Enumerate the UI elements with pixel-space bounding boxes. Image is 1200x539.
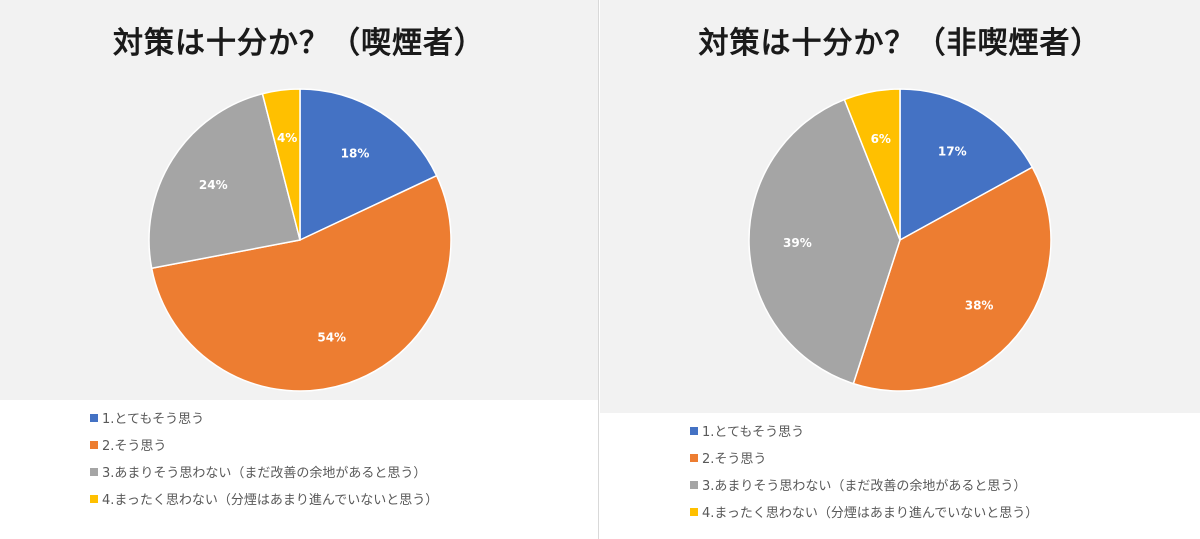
chart-panel-smokers: 対策は十分か？（喫煙者） 18% 54% 24% 4% 1.とてもそう思う 2.そう思… [0, 0, 599, 539]
pie-slice-1 [299, 88, 438, 242]
legend-swatch-4 [690, 507, 698, 516]
legend: 1.とてもそう思う 2.そう思う 3.あまりそう思わない（まだ改善の余地があると… [90, 404, 438, 512]
pie-chart: 17% 38% 39% 6% [748, 88, 1052, 392]
chart-panel-non-smokers: 対策は十分か？（非喫煙者） 17% 38% 39% 6% 1.とてもそう思う 2.そう… [600, 0, 1200, 539]
data-label-2: 38% [965, 298, 994, 312]
pie-slice-4 [843, 88, 901, 241]
legend-swatch-3 [690, 480, 698, 489]
legend-label-4: 4.まったく思わない（分煙はあまり進んでいないと思う） [702, 506, 1039, 521]
legend-swatch-1 [690, 426, 698, 435]
data-label-3: 39% [783, 236, 812, 250]
data-label-1: 17% [938, 145, 967, 159]
data-label-3: 24% [199, 178, 228, 192]
legend-swatch-2 [90, 440, 98, 449]
legend-label-2: 2.そう思う [702, 452, 767, 467]
legend-item-1: 1.とてもそう思う [690, 417, 1038, 444]
pie-slice-2 [150, 174, 452, 392]
legend-item-3: 3.あまりそう思わない（まだ改善の余地があると思う） [690, 471, 1038, 498]
legend-label-4: 4.まったく思わない（分煙はあまり進んでいないと思う） [102, 493, 439, 508]
legend-label-1: 1.とてもそう思う [702, 425, 805, 440]
legend-item-2: 2.そう思う [690, 444, 1038, 471]
legend-label-3: 3.あまりそう思わない（まだ改善の余地があると思う） [102, 466, 427, 481]
chart-title: 対策は十分か？（非喫煙者） [698, 26, 1102, 61]
legend-item-4: 4.まったく思わない（分煙はあまり進んでいないと思う） [90, 485, 438, 512]
pie-chart: 18% 54% 24% 4% [148, 88, 452, 392]
legend-label-2: 2.そう思う [102, 439, 167, 454]
pie-slice-3 [148, 92, 301, 270]
legend: 1.とてもそう思う 2.そう思う 3.あまりそう思わない（まだ改善の余地があると… [690, 417, 1038, 525]
pie-slice-1 [899, 88, 1034, 242]
legend-item-3: 3.あまりそう思わない（まだ改善の余地があると思う） [90, 458, 438, 485]
legend-item-2: 2.そう思う [90, 431, 438, 458]
data-label-4: 4% [277, 131, 297, 145]
pie-slice-4 [261, 88, 301, 241]
data-label-2: 54% [317, 331, 346, 345]
chart-title: 対策は十分か？（喫煙者） [113, 26, 485, 61]
legend-item-4: 4.まったく思わない（分煙はあまり進んでいないと思う） [690, 498, 1038, 525]
plot-area: 対策は十分か？（喫煙者） 18% 54% 24% 4% [0, 0, 598, 400]
legend-item-1: 1.とてもそう思う [90, 404, 438, 431]
legend-swatch-2 [690, 453, 698, 462]
pie-slice-2 [852, 166, 1052, 392]
data-label-1: 18% [341, 146, 370, 160]
data-label-4: 6% [871, 132, 891, 146]
legend-label-1: 1.とてもそう思う [102, 412, 205, 427]
legend-label-3: 3.あまりそう思わない（まだ改善の余地があると思う） [702, 479, 1027, 494]
plot-area: 対策は十分か？（非喫煙者） 17% 38% 39% 6% [600, 0, 1200, 413]
legend-swatch-1 [90, 413, 98, 422]
legend-swatch-4 [90, 494, 98, 503]
pie-slice-3 [748, 98, 901, 385]
legend-swatch-3 [90, 467, 98, 476]
